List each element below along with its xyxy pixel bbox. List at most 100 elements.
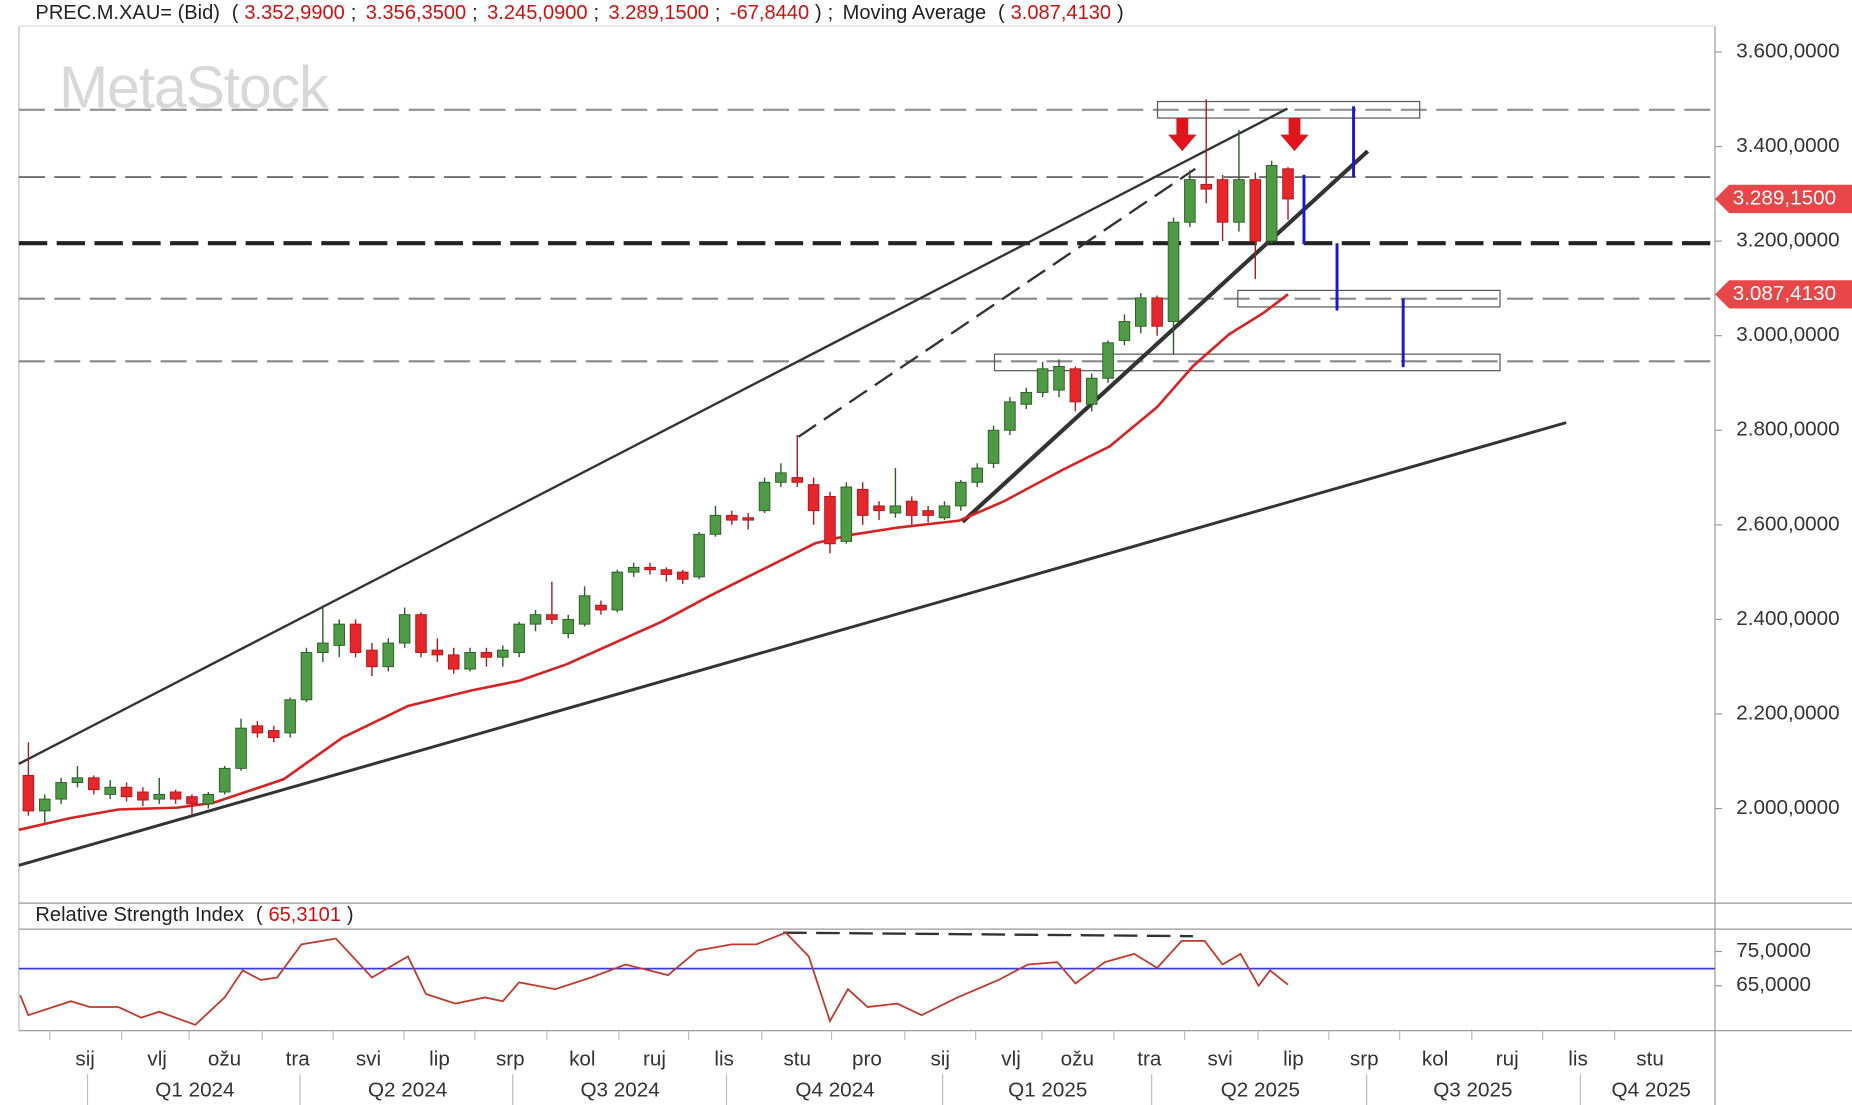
candle-body: [1216, 179, 1229, 223]
trend-line: [18, 421, 1567, 867]
legend: PREC.M.XAU= (Bid) (3.352,9900; 3.356,3500;…: [35, 2, 1123, 24]
punct: (: [998, 2, 1005, 24]
candle-body: [267, 730, 280, 739]
trend-lines: [18, 107, 1567, 867]
x-tick-label: srp: [1350, 1048, 1379, 1071]
candle-body: [1004, 401, 1016, 431]
candle-body: [1102, 342, 1114, 379]
punct: (: [232, 2, 239, 24]
ma-last-label: 3.087,4130: [1733, 282, 1836, 305]
candle-body: [1184, 179, 1196, 223]
y-tick-label: 3.200,0000: [1736, 229, 1839, 252]
candle-body: [218, 767, 231, 793]
punct: ): [347, 904, 354, 926]
candle-body: [202, 793, 215, 805]
candle-body: [644, 566, 656, 571]
quarter-label: Q2 2024: [368, 1078, 447, 1101]
rsi-y-tick-label: 65,0000: [1736, 973, 1811, 996]
y-tick-label: 2.800,0000: [1736, 418, 1839, 441]
candle-body: [480, 652, 493, 658]
candle-body: [873, 505, 885, 512]
candle-body: [660, 569, 673, 575]
candle-body: [447, 654, 460, 670]
x-tick-label: srp: [496, 1048, 525, 1071]
candle-body: [120, 786, 133, 798]
trend-line: [797, 167, 1196, 438]
high-value: 3.356,3500: [366, 2, 466, 24]
open-value: 3.352,9900: [244, 2, 344, 24]
candle-body: [955, 481, 967, 507]
zone-box: [1237, 289, 1501, 308]
ma-last-box: [1714, 280, 1852, 309]
x-tick-label: ruj: [643, 1048, 666, 1071]
rsi-value: 65,3101: [268, 904, 341, 926]
x-tick-label: svi: [1208, 1048, 1233, 1071]
ma-value: 3.087,4130: [1011, 2, 1111, 24]
candle-body: [546, 614, 558, 620]
quarter-label: Q4 2025: [1612, 1078, 1691, 1101]
punct: ;: [715, 2, 721, 24]
rsi-name: Relative Strength Index: [35, 904, 244, 926]
candle-body: [104, 786, 116, 795]
candle-body: [38, 798, 51, 812]
candle-body: [349, 623, 362, 653]
rsi-y-tick-label: 75,0000: [1736, 939, 1811, 962]
x-tick-label: lip: [1283, 1048, 1304, 1071]
candle-body: [333, 623, 345, 646]
candle-body: [137, 791, 149, 801]
candle-body: [1053, 365, 1065, 391]
moving-average-line: [18, 293, 1289, 832]
candle-body: [1118, 321, 1131, 341]
x-tick-label: kol: [569, 1048, 595, 1071]
rsi-legend: Relative Strength Index (65,3101): [35, 904, 353, 926]
candle-body: [529, 614, 542, 625]
candle-body: [366, 649, 378, 668]
candle-body: [938, 505, 951, 519]
punct: ;: [351, 2, 357, 24]
candle-body: [1265, 164, 1278, 242]
candle-body: [1167, 221, 1180, 322]
candle-body: [693, 533, 705, 578]
candle-body: [922, 510, 934, 516]
candle-body: [398, 614, 411, 644]
rsi-divergence-line: [783, 931, 1193, 938]
candle-body: [758, 481, 771, 512]
candle-body: [1069, 368, 1082, 403]
x-tick-label: ožu: [1061, 1048, 1094, 1071]
candle-body: [1036, 368, 1049, 393]
x-tick-label: tra: [286, 1048, 311, 1071]
candle-body: [676, 571, 689, 580]
candle-body: [1151, 297, 1163, 327]
candle-body: [251, 725, 264, 734]
measure-lines: [1302, 106, 1405, 368]
punct: (: [256, 904, 263, 926]
candle-body: [791, 477, 804, 483]
quarter-label: Q3 2025: [1433, 1078, 1512, 1101]
candle-body: [611, 571, 624, 611]
candle-body: [775, 472, 787, 483]
candle-body: [22, 774, 35, 812]
candle-body: [824, 495, 836, 545]
x-tick-label: ožu: [208, 1048, 241, 1071]
last-price-box: [1714, 184, 1852, 214]
y-tick-label: 2.200,0000: [1736, 701, 1839, 724]
candle-body: [415, 614, 427, 653]
quarter-label: Q1 2024: [155, 1078, 234, 1101]
x-tick-label: vlj: [147, 1048, 167, 1071]
candle-body: [578, 595, 591, 625]
x-tick-label: pro: [852, 1048, 882, 1071]
candle-body: [153, 793, 166, 800]
candle-body: [840, 486, 853, 542]
punct: ;: [594, 2, 600, 24]
symbol: PREC.M.XAU= (Bid): [35, 2, 220, 24]
last-price-label: 3.289,1500: [1733, 186, 1836, 209]
candle-body: [1200, 183, 1213, 190]
candle-body: [856, 488, 869, 516]
candle-body: [987, 429, 1000, 464]
candle-body: [1085, 377, 1098, 405]
candle-body: [726, 514, 738, 521]
punct: ): [1117, 2, 1124, 24]
y-tick-label: 2.600,0000: [1736, 512, 1839, 535]
